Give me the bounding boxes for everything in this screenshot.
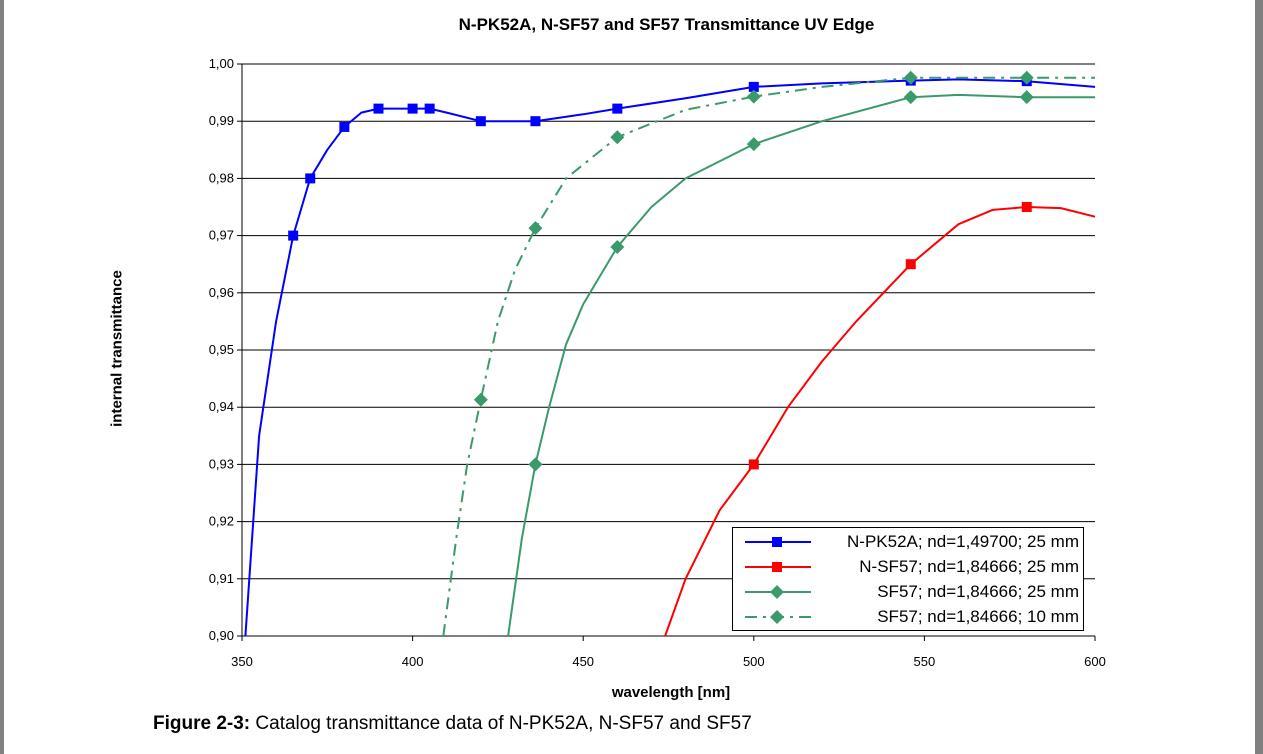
data-point [528, 457, 543, 472]
data-point [1021, 202, 1032, 212]
chart-canvas: 0,90 0,91 0,92 0,93 0,94 0,95 0,96 0,97 0,98 0,99… [209, 56, 1106, 669]
legend-label: SF57; nd=1,84666; 25 mm [877, 582, 1079, 601]
legend-label: SF57; nd=1,84666; 10 mm [877, 607, 1079, 626]
series-2 [507, 90, 1095, 636]
figure-caption: Figure 2-3: Catalog transmittance data o… [153, 713, 752, 735]
data-point [530, 116, 541, 127]
data-point [528, 221, 543, 236]
chart-title: N-PK52A, N-SF57 and SF57 Transmittance U… [458, 15, 875, 34]
data-point [424, 103, 435, 114]
legend-item-sf57-10mm: SF57; nd=1,84666; 10 mm [733, 605, 1083, 629]
legend-label: N-PK52A; nd=1,49700; 25 mm [847, 532, 1079, 551]
data-point [610, 130, 625, 145]
y-tick-label: 1,00 [209, 56, 234, 71]
x-tick-labels: 350 400 450 500 550 600 [231, 654, 1106, 669]
data-point [905, 259, 916, 270]
series-line [244, 78, 1096, 636]
axes [237, 63, 1096, 641]
legend-swatch-npk52a [745, 537, 811, 547]
caption-label: Figure 2-3: [153, 713, 251, 734]
data-point [475, 116, 486, 127]
y-tick-labels: 0,90 0,91 0,92 0,93 0,94 0,95 0,96 0,97 0,98 0,99… [209, 56, 234, 643]
data-point [373, 103, 384, 114]
y-tick-label: 0,96 [209, 285, 234, 300]
series-1 [664, 202, 1096, 636]
y-tick-label: 0,90 [209, 628, 234, 643]
x-tick-label: 400 [402, 654, 424, 669]
y-tick-label: 0,98 [209, 170, 234, 185]
legend-item-sf57-25mm: SF57; nd=1,84666; 25 mm [733, 580, 1083, 604]
grid-lines [242, 63, 1095, 637]
figure-page: 0,90 0,91 0,92 0,93 0,94 0,95 0,96 0,97 0,98 0,99… [4, 0, 1255, 754]
legend-swatch-sf57-25mm [745, 585, 811, 599]
y-tick-label: 0,93 [209, 456, 234, 471]
y-tick-label: 0,91 [209, 571, 234, 586]
x-tick-label: 500 [743, 654, 765, 669]
y-tick-label: 0,95 [209, 342, 234, 357]
data-point [748, 81, 759, 92]
legend-label: N-SF57; nd=1,84666; 25 mm [859, 557, 1079, 576]
y-tick-label: 0,99 [209, 113, 234, 128]
data-series [244, 70, 1096, 636]
series-line [507, 93, 1095, 636]
x-axis-title: wavelength [nm] [611, 684, 731, 701]
x-tick-label: 550 [914, 654, 936, 669]
data-point [339, 121, 350, 132]
data-point [903, 90, 918, 105]
x-tick-label: 450 [572, 654, 594, 669]
data-point [748, 459, 759, 470]
chart-legend: N-PK52A; nd=1,49700; 25 mm N-SF57; nd=1,… [732, 527, 1084, 631]
series-line [442, 76, 1095, 636]
x-tick-label: 350 [231, 654, 253, 669]
data-point [407, 103, 418, 114]
y-tick-label: 0,92 [209, 514, 234, 529]
data-point [1019, 90, 1034, 105]
data-point [612, 103, 623, 114]
data-point [288, 230, 299, 241]
data-point [473, 392, 488, 407]
legend-item-npk52a: N-PK52A; nd=1,49700; 25 mm [733, 530, 1083, 554]
y-axis-title: internal transmittance [108, 270, 126, 427]
data-point [1019, 70, 1034, 85]
data-point [746, 89, 761, 104]
x-tick-label: 600 [1084, 654, 1106, 669]
legend-swatch-sf57-10mm [745, 610, 811, 624]
legend-swatch-nsf57 [745, 562, 811, 572]
data-point [746, 137, 761, 152]
series-3 [442, 70, 1095, 636]
legend-item-nsf57: N-SF57; nd=1,84666; 25 mm [733, 555, 1083, 579]
data-point [305, 173, 316, 184]
y-tick-label: 0,94 [209, 399, 234, 414]
y-tick-label: 0,97 [209, 228, 234, 243]
data-point [610, 240, 625, 255]
caption-text: Catalog transmittance data of N-PK52A, N… [250, 713, 752, 734]
data-point [903, 70, 918, 85]
